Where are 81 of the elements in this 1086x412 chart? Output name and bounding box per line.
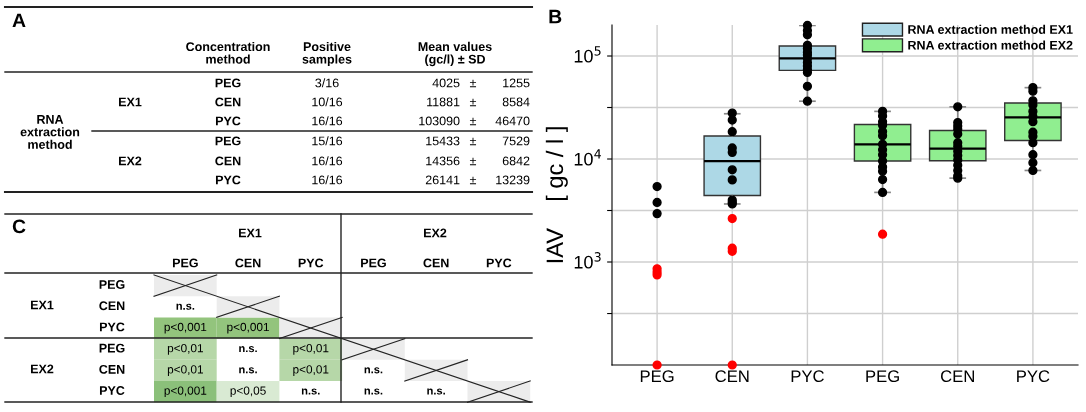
text: EX2 xyxy=(31,364,54,374)
x-tick-label: PEG xyxy=(640,370,674,383)
chart-title: B xyxy=(549,9,562,24)
text: EX1 xyxy=(31,300,54,310)
category-label: PYC xyxy=(298,258,324,268)
text: n.s. xyxy=(239,367,257,374)
category-label: PYC xyxy=(99,322,125,332)
x-tick-label: PYC xyxy=(791,370,824,383)
text: n.s. xyxy=(427,388,445,395)
text: 1255 xyxy=(503,78,530,88)
text: 16/16 xyxy=(312,156,343,166)
text: n.s. xyxy=(364,388,383,395)
text: ± xyxy=(469,117,477,126)
text: 26141 xyxy=(425,175,460,185)
category-label: PEG xyxy=(172,258,198,268)
category-label: PEG xyxy=(361,258,386,268)
category-label: PYC xyxy=(99,386,125,395)
text: ± xyxy=(469,157,477,166)
text: C xyxy=(12,219,26,234)
text: PEG xyxy=(215,136,241,146)
text: n.s. xyxy=(301,388,320,395)
text: p<0,001 xyxy=(164,322,207,334)
x-tick-label: PEG xyxy=(866,370,899,383)
legend-label: RNA extraction method EX1 xyxy=(908,24,1073,34)
text: 4025 xyxy=(432,78,460,88)
text: ± xyxy=(469,79,477,88)
text: A xyxy=(12,13,26,28)
text: EX2 xyxy=(119,156,142,166)
category-label: Concentration method xyxy=(186,41,270,64)
text: ± xyxy=(469,98,477,107)
text: RNA extraction method xyxy=(20,115,80,149)
category-label: CEN xyxy=(423,258,449,268)
text: ± xyxy=(469,176,477,185)
text: p<0,01 xyxy=(167,344,203,355)
category-label: Mean values (gc/l) ± SD xyxy=(418,41,492,67)
text: 16/16 xyxy=(312,116,343,126)
y-tick-label: 10$^{5}$ xyxy=(574,46,601,63)
text: 15433 xyxy=(426,136,460,146)
category-label: CEN xyxy=(235,258,261,268)
text: PEG xyxy=(215,78,241,88)
text: p<0,01 xyxy=(293,344,329,355)
category-label: PEG xyxy=(99,343,125,353)
text: p<0,01 xyxy=(293,365,329,376)
text: p<0,001 xyxy=(227,322,269,334)
text: 13239 xyxy=(496,175,530,185)
text: 11881 xyxy=(427,97,460,107)
text: p<0,001 xyxy=(164,386,207,398)
y-tick-label: 10$^{4}$ xyxy=(574,149,601,166)
text: CEN xyxy=(215,156,241,166)
text: EX1 xyxy=(239,228,262,238)
category-label: PYC xyxy=(486,258,512,268)
x-tick-label: CEN xyxy=(715,370,749,383)
text: 16/16 xyxy=(312,175,343,185)
text: 10/16 xyxy=(312,97,343,107)
x-tick-label: PYC xyxy=(1017,370,1050,383)
category-label: PEG xyxy=(99,280,125,289)
category-label: Positive samples xyxy=(302,41,352,67)
text: ± xyxy=(469,137,477,146)
text: n.s. xyxy=(239,346,257,353)
text: EX2 xyxy=(424,228,447,238)
text: 103090 xyxy=(419,116,460,126)
text: CEN xyxy=(215,97,241,107)
text: 15/16 xyxy=(312,136,343,146)
text: 8584 xyxy=(502,97,530,107)
text: PYC xyxy=(215,116,241,126)
y-axis-title: IAV [ gc / l ] xyxy=(545,127,568,263)
text: 3/16 xyxy=(315,78,339,88)
legend-label: RNA extraction method EX2 xyxy=(908,40,1073,50)
text: EX1 xyxy=(119,97,142,107)
text: PYC xyxy=(215,175,241,185)
text: n.s. xyxy=(176,303,195,310)
text: 7529 xyxy=(502,136,530,146)
x-tick-label: CEN xyxy=(940,370,974,383)
text: p<0,01 xyxy=(167,365,203,376)
category-label: CEN xyxy=(99,301,125,311)
text: 14356 xyxy=(426,156,460,166)
text: 46470 xyxy=(495,116,530,126)
text: n.s. xyxy=(364,367,383,374)
y-tick-label: 10$^{3}$ xyxy=(574,252,601,269)
text: p<0,05 xyxy=(230,386,266,398)
text: 6842 xyxy=(502,156,530,166)
